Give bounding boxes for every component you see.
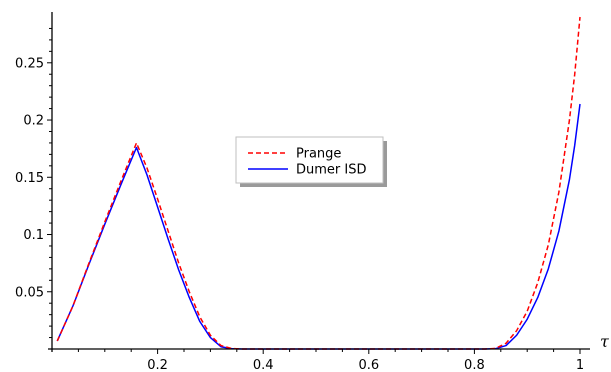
x-tick-label: 0.2 <box>147 358 168 372</box>
y-ticks: 0.05 0.1 0.15 0.2 0.25 <box>15 27 52 339</box>
y-tick-label: 0.25 <box>15 56 44 71</box>
y-tick-label: 0.2 <box>23 114 44 129</box>
x-tick-label: 1 <box>576 358 584 372</box>
y-tick-label: 0.15 <box>15 171 44 186</box>
x-tick-label: 0.8 <box>464 358 485 372</box>
legend-label: Prange <box>296 147 341 162</box>
series-line-prange <box>56 16 581 350</box>
axes: 0.2 0.4 0.6 0.8 1 0.05 0.1 0.15 0.2 0.25 τ <box>15 12 610 372</box>
x-tick-label: 0.6 <box>358 358 379 372</box>
legend-box <box>235 136 384 184</box>
y-tick-label: 0.05 <box>15 285 44 300</box>
x-ticks: 0.2 0.4 0.6 0.8 1 <box>77 349 584 372</box>
y-tick-label: 0.1 <box>23 228 44 243</box>
legend-label: Dumer ISD <box>296 163 366 178</box>
x-tick-label: 0.4 <box>253 358 274 372</box>
x-axis-label: τ <box>600 332 610 351</box>
